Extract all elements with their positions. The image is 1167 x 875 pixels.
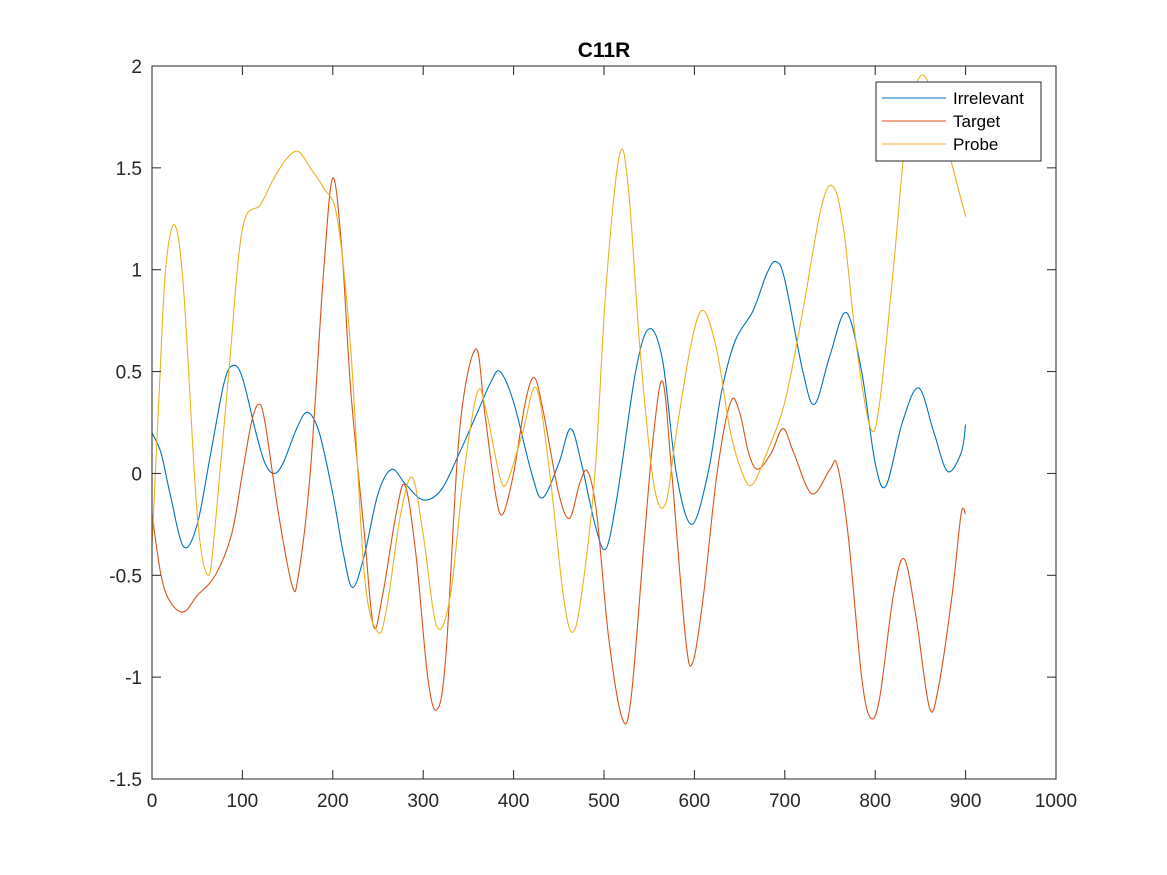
- y-tick-label: 0: [131, 464, 142, 485]
- series-line-irrelevant: [151, 260, 967, 589]
- series-layer: [151, 74, 967, 725]
- x-tick-label: 800: [859, 791, 891, 812]
- x-tick-label: 100: [227, 791, 259, 812]
- x-tick-label: 200: [317, 791, 349, 812]
- legend-label-probe: Probe: [953, 135, 998, 154]
- series-line-target: [151, 177, 967, 725]
- y-tick-label: -1.5: [109, 770, 142, 791]
- x-tick-label: 400: [498, 791, 530, 812]
- legend: Irrelevant Target Probe: [875, 81, 1042, 162]
- plot-area: [152, 66, 1056, 779]
- series-line-probe: [151, 74, 967, 635]
- ticks-layer: 0 100 200 300 400 500 600 700 800 900 1000 -1.5 -1 -0…: [109, 57, 1077, 812]
- x-tick-label: 900: [950, 791, 982, 812]
- y-tick-label: -0.5: [109, 566, 142, 587]
- y-tick-label: 0.5: [116, 363, 142, 384]
- x-tick-label: 700: [769, 791, 801, 812]
- y-tick-label: 1: [131, 261, 142, 282]
- x-tick-label: 600: [679, 791, 711, 812]
- y-tick-label: -1: [125, 668, 142, 689]
- x-tick-label: 1000: [1035, 791, 1077, 812]
- x-tick-label: 300: [407, 791, 439, 812]
- x-tick-label: 0: [147, 791, 158, 812]
- legend-label-irrelevant: Irrelevant: [953, 89, 1024, 108]
- legend-label-target: Target: [953, 112, 1001, 131]
- y-tick-label: 2: [131, 57, 142, 78]
- x-tick-label: 500: [588, 791, 620, 812]
- axes-background: [152, 66, 1056, 779]
- y-tick-label: 1.5: [116, 159, 142, 180]
- chart-title: C11R: [578, 39, 631, 62]
